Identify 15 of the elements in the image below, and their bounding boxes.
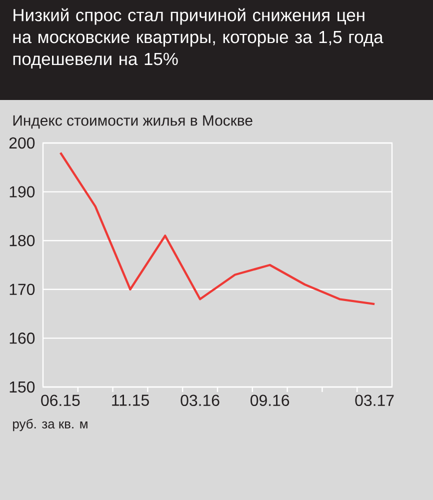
x-tick-label: 03.16 <box>180 394 220 406</box>
x-tick-label: 03.17 <box>355 394 394 406</box>
x-tick-label: 09.16 <box>250 394 290 406</box>
x-tick-label: 11.15 <box>112 394 149 406</box>
y-tick-label: 190 <box>10 186 35 198</box>
line-series <box>59 152 376 306</box>
y-tick-label: 150 <box>10 381 35 393</box>
chart-title: Низкий спрос стал причиной снижения цен на московские квартиры, которые за 1,5 года подешевели на 15% <box>13 8 384 68</box>
x-tick-label: 06.15 <box>41 394 80 406</box>
y-tick-label: 180 <box>10 234 35 246</box>
x-axis-title: руб. за кв. м <box>13 418 88 432</box>
y-tick-label: 200 <box>9 137 35 149</box>
y-axis-title: Индекс стоимости жилья в Москве <box>13 115 252 129</box>
y-tick-label: 160 <box>10 332 35 344</box>
y-tick-label: 170 <box>10 284 35 296</box>
